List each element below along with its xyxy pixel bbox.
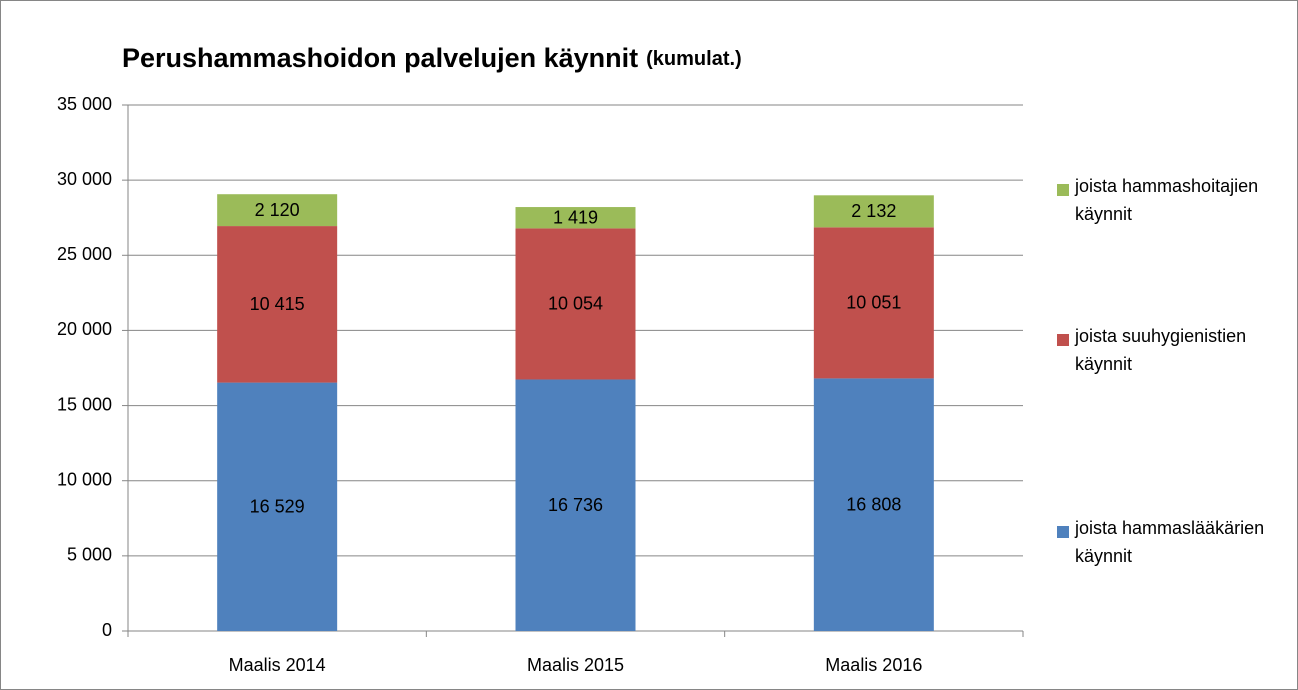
bar-segment — [217, 382, 338, 631]
data-label: 16 529 — [250, 497, 305, 517]
data-label: 10 054 — [548, 294, 603, 314]
legend-label: joista hammaslääkärien käynnit — [1075, 518, 1265, 566]
bar-segment — [813, 378, 934, 631]
y-tick-label: 35 000 — [57, 94, 112, 114]
y-tick-label: 20 000 — [57, 319, 112, 339]
data-label: 10 415 — [250, 294, 305, 314]
y-tick-label: 5 000 — [67, 545, 112, 565]
legend-swatch — [1057, 184, 1069, 196]
x-tick-label: Maalis 2016 — [825, 655, 922, 675]
bar-segment — [515, 379, 636, 631]
bar-segment — [217, 194, 338, 227]
data-label: 10 051 — [846, 293, 901, 313]
bar-segment — [515, 228, 636, 380]
data-label: 1 419 — [553, 207, 598, 227]
bar-segment — [217, 226, 338, 383]
legend-swatch — [1057, 526, 1069, 538]
title: Perushammashoidon palvelujen käynnit — [122, 43, 638, 73]
y-tick-label: 25 000 — [57, 244, 112, 264]
data-label: 16 808 — [846, 494, 901, 514]
y-tick-label: 0 — [102, 620, 112, 640]
x-tick-label: Maalis 2014 — [229, 655, 326, 675]
bar-segment — [813, 195, 934, 228]
legend-swatch — [1057, 334, 1069, 346]
bar-segment — [813, 227, 934, 379]
x-tick-label: Maalis 2015 — [527, 655, 624, 675]
chart-title: Perushammashoidon palvelujen käynnit (kum… — [122, 43, 742, 73]
data-label: 16 736 — [548, 495, 603, 515]
legend-label: joista hammashoitajien käynnit — [1075, 176, 1259, 224]
y-tick-label: 15 000 — [57, 394, 112, 414]
subtitle: (kumulat.) — [646, 48, 742, 70]
bar-segment — [515, 207, 636, 229]
y-tick-label: 30 000 — [57, 169, 112, 189]
data-label: 2 120 — [255, 200, 300, 220]
legend-label: joista suuhygienistien käynnit — [1075, 326, 1247, 374]
data-label: 2 132 — [851, 201, 896, 221]
y-tick-label: 10 000 — [57, 469, 112, 489]
